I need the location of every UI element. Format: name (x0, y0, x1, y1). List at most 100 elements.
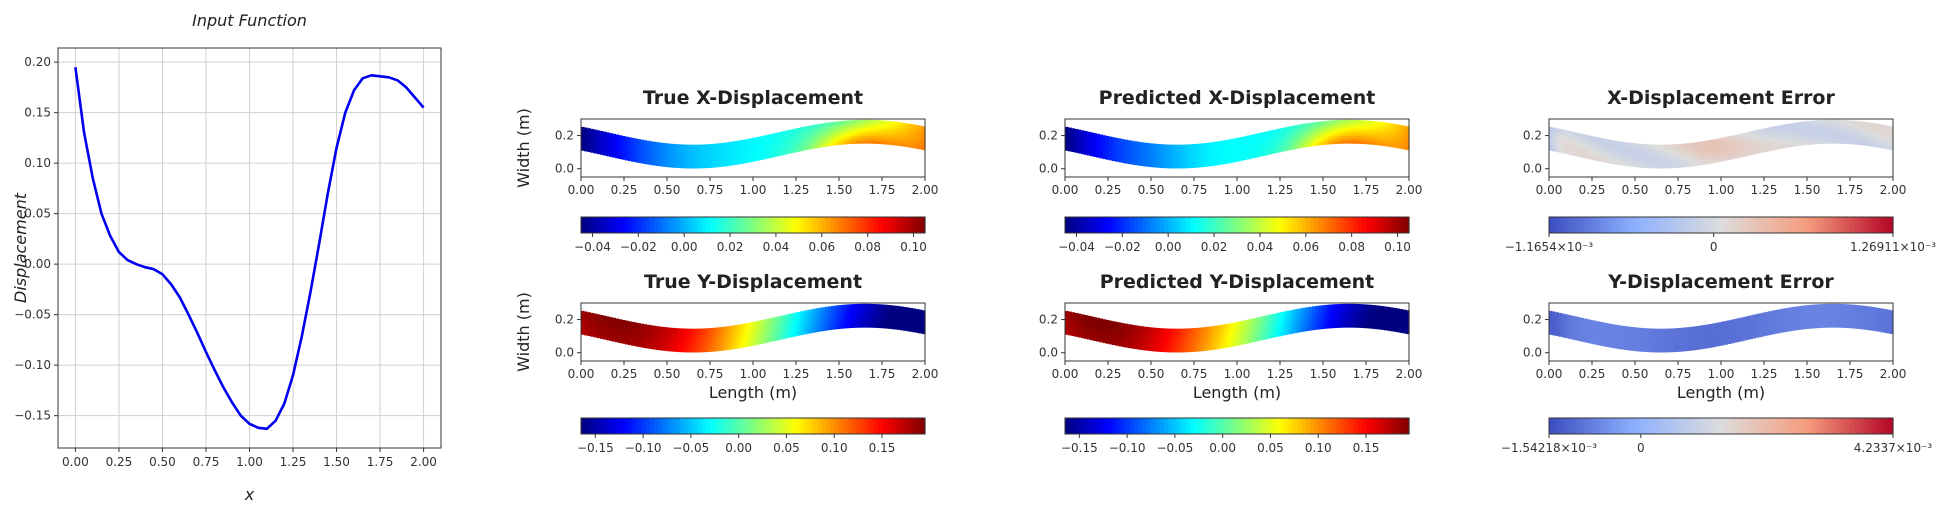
field-cell (1224, 323, 1229, 328)
field-cell (1086, 131, 1091, 135)
field-cell (1280, 135, 1285, 139)
field-cell (618, 334, 623, 338)
colorbar-segment (899, 217, 905, 233)
field-cell (815, 308, 820, 312)
field-cell (1180, 338, 1185, 343)
x-tick-label: 1.75 (367, 455, 394, 469)
field-cell (859, 137, 864, 142)
field-cell (668, 345, 673, 349)
field-cell (834, 142, 839, 146)
field-cell (1224, 339, 1229, 343)
field-cell (831, 313, 835, 317)
field-cell (1786, 126, 1791, 130)
field-cell (1102, 329, 1107, 333)
colorbar-segment (1880, 217, 1885, 233)
field-cell (1224, 147, 1229, 151)
field-cell (615, 331, 620, 335)
y-tick-label: 0.0 (555, 346, 574, 360)
field-cell (906, 322, 910, 327)
field-cell (734, 343, 738, 347)
field-cell (612, 139, 616, 143)
field-cell (843, 304, 848, 308)
field-cell (906, 126, 910, 130)
field-cell (1196, 161, 1201, 165)
field-cell (1577, 140, 1581, 145)
field-cell (1705, 148, 1710, 152)
field-cell (1105, 319, 1110, 324)
field-cell (718, 158, 723, 162)
field-cell (1152, 335, 1157, 339)
field-cell (1083, 149, 1088, 153)
field-cell (671, 161, 676, 166)
field-cell (1652, 144, 1656, 148)
field-cell (1230, 141, 1235, 145)
field-cell (1124, 150, 1129, 154)
field-cell (890, 325, 895, 330)
field-cell (627, 150, 632, 154)
field-cell (1121, 141, 1126, 145)
field-cell (1567, 146, 1572, 150)
field-cell (1083, 131, 1088, 135)
field-cell (1224, 342, 1229, 346)
field-cell (1143, 142, 1147, 146)
field-cell (1312, 127, 1316, 131)
field-cell (1118, 330, 1122, 334)
field-cell (903, 133, 907, 137)
field-cell (787, 129, 792, 134)
field-cell (906, 123, 910, 127)
field-cell (846, 319, 851, 324)
field-cell (699, 149, 704, 153)
field-cell (1115, 337, 1119, 341)
field-cell (837, 136, 842, 140)
field-cell (903, 130, 907, 134)
field-cell (1118, 141, 1122, 145)
field-cell (659, 163, 663, 167)
field-cell (593, 132, 598, 136)
field-cell (1296, 140, 1301, 144)
colorbar-segment (1695, 217, 1701, 233)
field-cell (681, 162, 685, 166)
field-cell (646, 329, 651, 334)
field-cell (1620, 149, 1625, 153)
field-cell (606, 319, 610, 323)
field-cell (759, 151, 763, 155)
field-cell (1086, 333, 1091, 337)
field-cell (618, 337, 623, 341)
field-cell (1658, 160, 1663, 164)
field-cell (806, 125, 810, 130)
field-cell (1705, 158, 1710, 162)
field-cell (681, 336, 685, 340)
field-cell (584, 145, 588, 149)
field-cell (1071, 317, 1075, 321)
field-cell (1252, 134, 1257, 138)
field-cell (1708, 160, 1713, 164)
field-cell (784, 148, 788, 152)
field-cell (834, 318, 839, 322)
field-cell (1874, 141, 1878, 145)
colorbar-tick-label: 0.08 (854, 240, 881, 254)
field-cell (1387, 122, 1391, 127)
field-cell (843, 307, 848, 311)
field-cell (1877, 126, 1882, 130)
field-cell (1168, 336, 1172, 340)
field-cell (1096, 141, 1100, 145)
input-chart-title: Input Function (192, 11, 307, 30)
field-cell (1333, 135, 1338, 139)
field-cell (771, 335, 776, 339)
field-cell (1730, 135, 1735, 139)
field-cell (715, 345, 720, 349)
field-cell (1683, 148, 1688, 152)
field-cell (762, 329, 767, 334)
field-cell (921, 144, 926, 148)
field-cell (637, 336, 642, 340)
field-cell (1796, 124, 1800, 129)
field-cell (587, 130, 591, 135)
field-cell (1180, 149, 1185, 153)
field-cell (815, 139, 820, 143)
field-cell (849, 304, 854, 308)
field-cell (1724, 147, 1728, 151)
field-cell (818, 310, 823, 314)
field-cell (1355, 130, 1360, 134)
colorbar-segment (1163, 217, 1169, 233)
field-cell (1218, 153, 1222, 158)
